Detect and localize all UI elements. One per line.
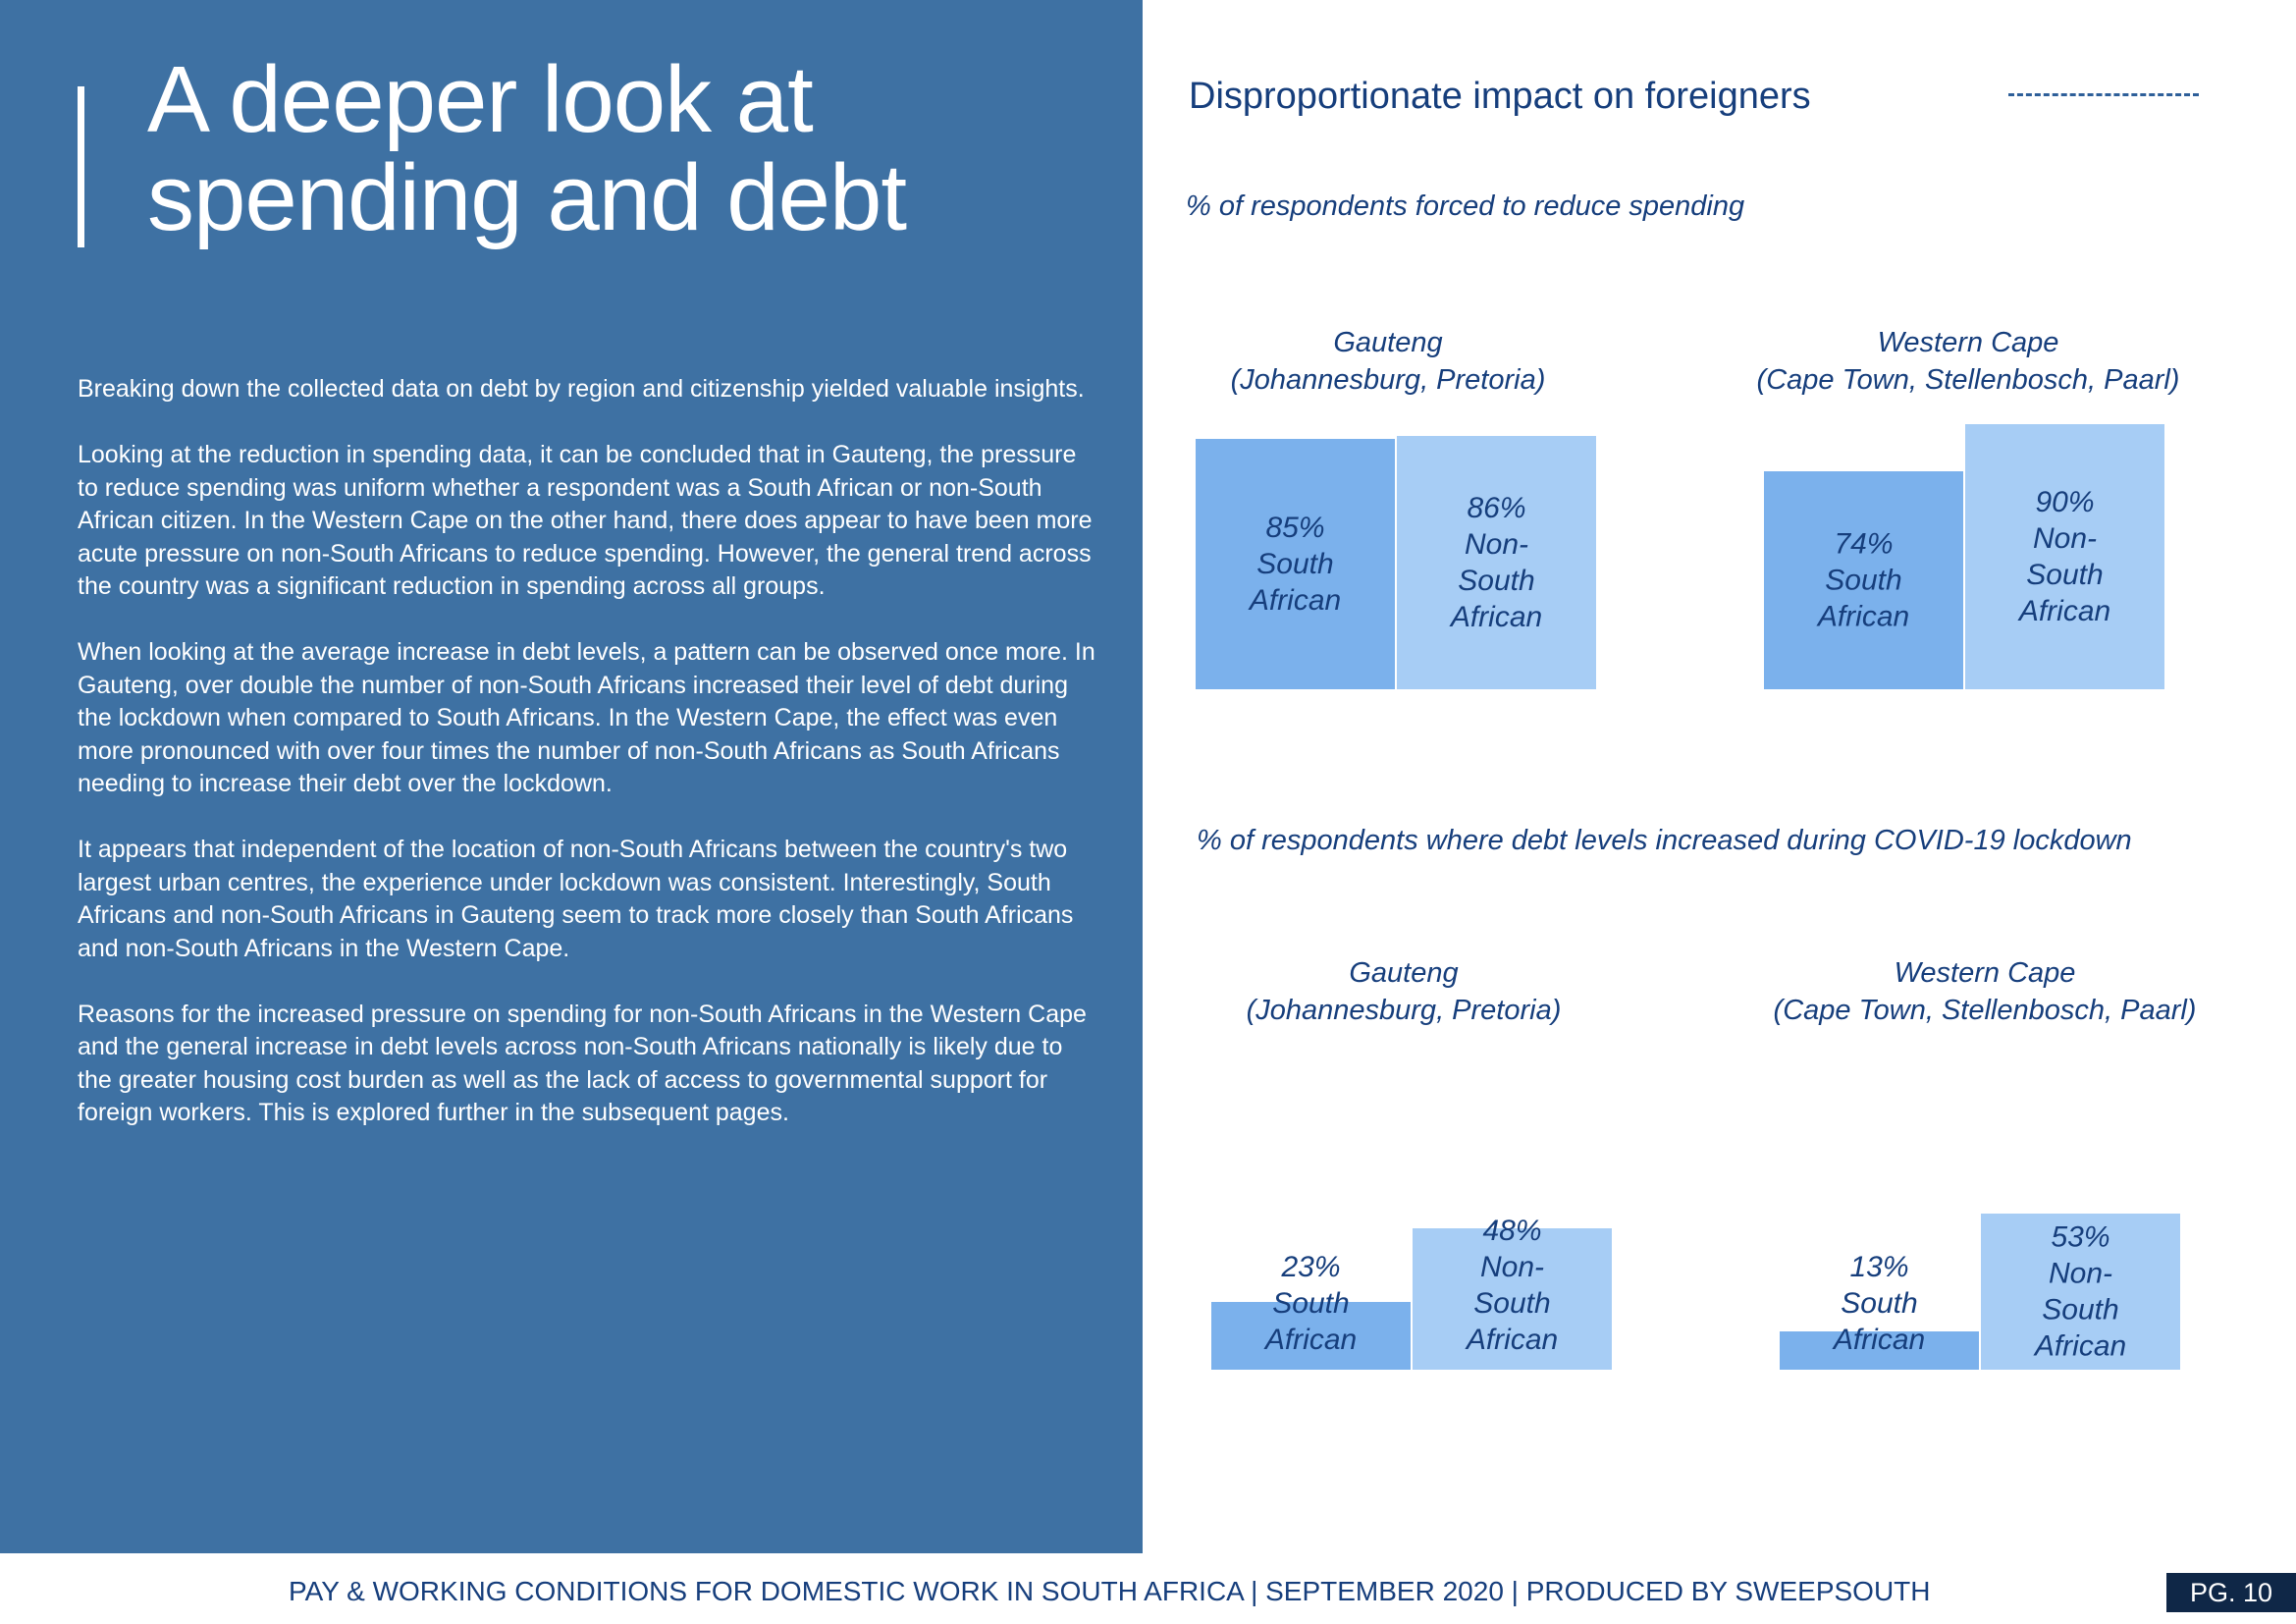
bar-category-label: South [1473,1287,1550,1320]
bar-value-label: 86% [1467,492,1525,524]
bar-south-african [1764,471,1963,689]
bar-non-south-african [1981,1214,2180,1370]
bar-data-label: 86% Non- South African [1449,492,1542,633]
bar-category-label: South [1256,548,1333,580]
paragraph: Reasons for the increased pressure on sp… [78,1000,1087,1127]
page-title-line-1: A deeper look at [147,47,814,152]
bar-category-label: South [2026,559,2103,591]
bar-category-label: African [1832,1324,1925,1356]
bar-category-label: Non- [2033,522,2097,555]
bar-category-label: African [1816,601,1909,633]
bar-value-label: 90% [2035,486,2094,518]
region-label-gauteng: Gauteng (Johannesburg, Pretoria) [1207,954,1600,1029]
region-cities: (Johannesburg, Pretoria) [1230,364,1546,396]
bar-charts: 85% South African 86% Non- South African 74% Sou… [1196,424,2180,1370]
paragraph: Breaking down the collected data on debt… [78,375,1085,403]
bar-category-label: South [1458,565,1534,597]
bar-category-label: African [2033,1330,2126,1363]
bar-value-label: 85% [1265,512,1324,544]
bar-category-label: Non- [1480,1251,1544,1283]
body-text: Breaking down the collected data on debt… [78,373,1098,1163]
chart-title-debt: % of respondents where debt levels incre… [1197,825,2132,856]
bar-category-label: African [1449,601,1542,633]
paragraph: Looking at the reduction in spending dat… [78,441,1093,600]
bar-south-african [1211,1302,1411,1370]
bar-non-south-african [1397,436,1596,689]
bar-category-label: African [2017,595,2110,627]
bar-category-label: South [2042,1294,2118,1326]
footer-text: PAY & WORKING CONDITIONS FOR DOMESTIC WO… [289,1576,1931,1606]
bar-category-label: African [1263,1324,1357,1356]
bar-category-label: South [1272,1287,1349,1320]
page-number-badge: PG. 10 [2166,1573,2296,1612]
bar-value-label: 13% [1849,1251,1908,1283]
bar-data-label: 48% Non- South African [1465,1215,1558,1356]
chart-title-spending: % of respondents forced to reduce spendi… [1186,190,1745,222]
bar-data-label: 85% South African [1248,512,1341,617]
region-label-gauteng: Gauteng (Johannesburg, Pretoria) [1192,324,1584,399]
page-title-line-2: spending and debt [147,145,907,250]
bar-category-label: Non- [2049,1258,2112,1290]
bar-data-label: 13% South African [1832,1251,1925,1356]
bar-south-african [1780,1331,1979,1370]
title-accent-bar [78,86,84,247]
region-name: Gauteng [1333,327,1443,358]
paragraph: It appears that independent of the locat… [78,836,1074,962]
bar-data-label: 74% South African [1816,528,1909,633]
bar-category-label: African [1248,584,1341,617]
bar-category-label: South [1841,1287,1917,1320]
dashed-divider [2008,93,2199,96]
bar-data-label: 90% Non- South African [2017,486,2110,627]
bar-value-label: 53% [2051,1221,2109,1254]
bar-category-label: South [1825,565,1901,597]
bar-non-south-african [1965,424,2164,689]
bar-category-label: Non- [1465,528,1528,561]
region-label-western-cape: Western Cape (Cape Town, Stellenbosch, P… [1739,954,2230,1029]
region-cities: (Cape Town, Stellenbosch, Paarl) [1773,995,2197,1026]
region-name: Gauteng [1349,957,1459,989]
bar-value-label: 74% [1834,528,1893,561]
bar-category-label: African [1465,1324,1558,1356]
section-heading: Disproportionate impact on foreigners [1189,76,1811,117]
region-name: Western Cape [1877,327,2059,358]
bar-data-label: 53% Non- South African [2033,1221,2126,1363]
region-cities: (Johannesburg, Pretoria) [1246,995,1562,1026]
page-title: A deeper look at spending and debt [147,51,1109,247]
region-cities: (Cape Town, Stellenbosch, Paarl) [1756,364,2180,396]
region-name: Western Cape [1894,957,2076,989]
bar-value-label: 23% [1280,1251,1340,1283]
bar-data-label: 23% South African [1263,1251,1357,1356]
bar-value-label: 48% [1482,1215,1541,1247]
left-panel: A deeper look at spending and debt Break… [0,0,1143,1553]
bar-south-african [1196,439,1395,689]
bar-non-south-african [1413,1228,1612,1370]
paragraph: When looking at the average increase in … [78,638,1095,797]
region-label-western-cape: Western Cape (Cape Town, Stellenbosch, P… [1723,324,2214,399]
